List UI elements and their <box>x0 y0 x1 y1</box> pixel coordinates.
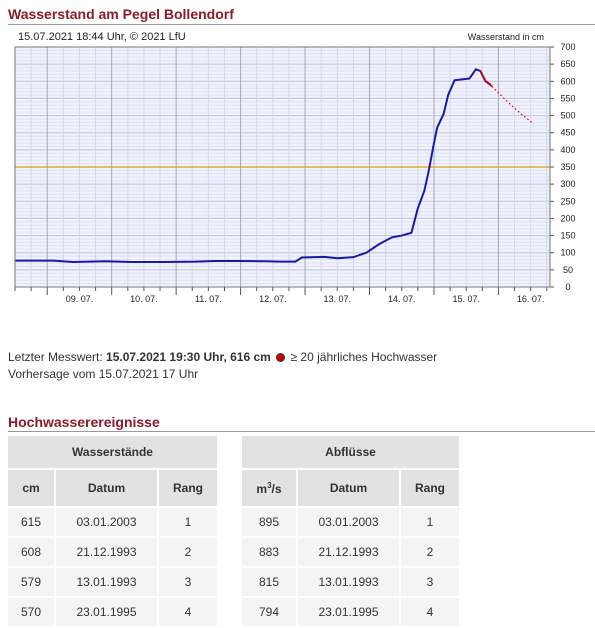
forecast-series-dotted <box>491 86 535 125</box>
cell-date: 21.12.1993 <box>56 538 159 568</box>
x-tick-label: 15. 07. <box>452 294 480 304</box>
cell-date: 03.01.2003 <box>56 508 159 538</box>
column-header-rank: Rang <box>401 470 461 508</box>
table-row: 608 21.12.1993 2 <box>8 538 219 568</box>
y-tick-label: 550 <box>560 93 575 103</box>
y-tick-label: 400 <box>560 145 575 155</box>
flood-level-indicator-icon <box>276 353 286 362</box>
last-measurement: Letzter Messwert: 15.07.2021 19:30 Uhr, … <box>8 350 437 364</box>
table-row: 895 03.01.2003 1 <box>242 508 461 538</box>
plot-frame <box>14 46 551 288</box>
column-header-date: Datum <box>56 470 159 508</box>
y-tick-label: 700 <box>560 42 575 52</box>
cell-rank: 3 <box>401 568 461 598</box>
y-tick-label: 600 <box>560 76 575 86</box>
x-tick-label: 14. 07. <box>388 294 416 304</box>
x-tick-label: 13. 07. <box>324 294 352 304</box>
forecast-info: Vorhersage vom 15.07.2021 17 Uhr <box>8 367 199 381</box>
x-tick-label: 11. 07. <box>195 294 222 304</box>
column-header-date: Datum <box>298 470 401 508</box>
x-tick-label: 10. 07. <box>130 294 158 304</box>
cell-value: 883 <box>242 538 298 568</box>
y-tick-label: 650 <box>560 59 575 69</box>
cell-rank: 3 <box>159 568 219 598</box>
cell-date: 03.01.2003 <box>298 508 401 538</box>
table-row: 794 23.01.1995 4 <box>242 598 461 628</box>
forecast-series-line <box>479 70 493 88</box>
column-header-rank: Rang <box>159 470 219 508</box>
title-divider <box>8 24 595 25</box>
cell-date: 23.01.1995 <box>298 598 401 628</box>
section-divider <box>8 431 595 432</box>
cell-rank: 4 <box>159 598 219 628</box>
y-tick-label: 200 <box>560 213 575 223</box>
cell-value: 895 <box>242 508 298 538</box>
y-tick-label: 50 <box>563 265 573 275</box>
y-tick-label: 150 <box>560 231 575 241</box>
y-tick-label: 0 <box>565 282 570 292</box>
y-tick-label: 450 <box>560 128 575 138</box>
measured-series-line <box>15 68 492 263</box>
table-row: 570 23.01.1995 4 <box>8 598 219 628</box>
cell-date: 13.01.1993 <box>56 568 159 598</box>
cell-rank: 2 <box>401 538 461 568</box>
cell-date: 13.01.1993 <box>298 568 401 598</box>
table-row: 579 13.01.1993 3 <box>8 568 219 598</box>
cell-value: 570 <box>8 598 56 628</box>
cell-value: 794 <box>242 598 298 628</box>
y-tick-label: 250 <box>560 196 575 206</box>
water-level-table: Wasserstände cm Datum Rang 615 03.01.200… <box>8 436 219 628</box>
cell-date: 23.01.1995 <box>56 598 159 628</box>
y-tick-label: 500 <box>560 111 575 121</box>
last-measurement-prefix: Letzter Messwert: <box>8 350 107 364</box>
cell-date: 21.12.1993 <box>298 538 401 568</box>
table-row: 815 13.01.1993 3 <box>242 568 461 598</box>
section-title: Hochwasserereignisse <box>8 414 160 430</box>
page-title: Wasserstand am Pegel Bollendorf <box>8 6 234 22</box>
table-row: 615 03.01.2003 1 <box>8 508 219 538</box>
last-measurement-value: 15.07.2021 19:30 Uhr, 616 cm <box>106 350 271 364</box>
cell-value: 608 <box>8 538 56 568</box>
column-header-cm: cm <box>8 470 56 508</box>
discharge-table-title: Abflüsse <box>242 436 461 470</box>
flood-level-text: ≥ 20 jährliches Hochwasser <box>290 350 438 364</box>
y-tick-label: 350 <box>560 162 575 172</box>
x-tick-label: 09. 07. <box>66 294 94 304</box>
table-row: 883 21.12.1993 2 <box>242 538 461 568</box>
discharge-table: Abflüsse m3/s Datum Rang 895 03.01.2003 … <box>242 436 461 628</box>
cell-rank: 2 <box>159 538 219 568</box>
y-tick-label: 100 <box>560 248 575 258</box>
cell-rank: 1 <box>401 508 461 538</box>
y-tick-label: 300 <box>560 179 575 189</box>
x-tick-label: 16. 07. <box>517 294 545 304</box>
chart-timestamp: 15.07.2021 18:44 Uhr, © 2021 LfU <box>18 31 186 43</box>
cell-value: 815 <box>242 568 298 598</box>
cell-value: 615 <box>8 508 56 538</box>
cell-value: 579 <box>8 568 56 598</box>
chart-unit-label: Wasserstand in cm <box>468 32 544 42</box>
x-tick-label: 12. 07. <box>259 294 287 304</box>
water-level-table-title: Wasserstände <box>8 436 219 470</box>
column-header-m3s: m3/s <box>242 470 298 508</box>
cell-rank: 1 <box>159 508 219 538</box>
cell-rank: 4 <box>401 598 461 628</box>
water-level-chart: 15.07.2021 18:44 Uhr, © 2021 LfU Wassers… <box>14 31 576 304</box>
